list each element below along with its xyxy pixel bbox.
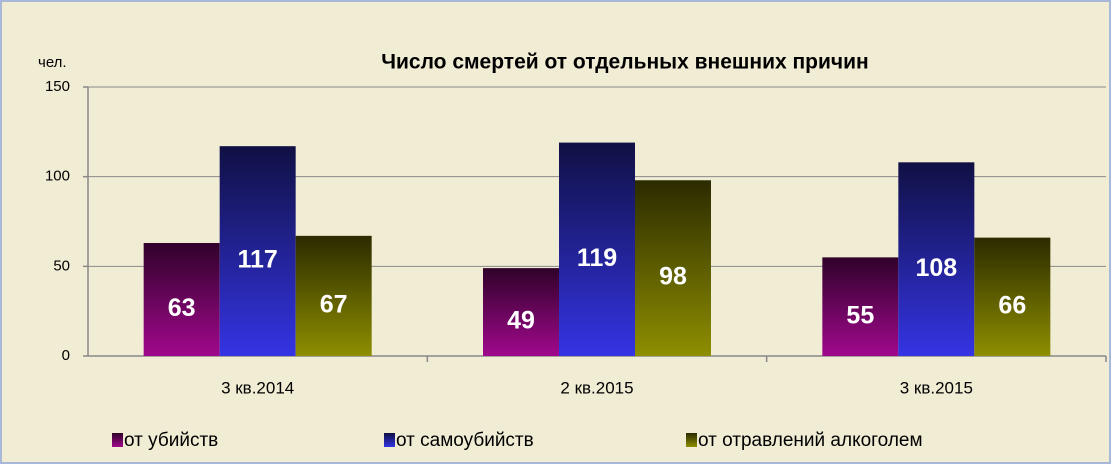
data-label: 98: [659, 263, 687, 291]
bar: [143, 243, 220, 356]
legend-label: от отравлений алкоголем: [698, 430, 923, 451]
data-label: 117: [237, 246, 277, 274]
legend-swatch: [112, 433, 123, 447]
bar: [483, 268, 559, 356]
y-tick-label: 150: [45, 78, 70, 95]
legend-label: от убийств: [124, 430, 218, 451]
x-tick-label: 2 кв.2015: [560, 378, 633, 397]
legend-label: от самоубийств: [396, 430, 534, 451]
data-label: 119: [577, 244, 617, 272]
data-label: 67: [320, 291, 348, 319]
y-tick-label: 100: [45, 168, 70, 185]
legend-swatch: [384, 433, 395, 447]
bar: [295, 235, 372, 356]
bar: [635, 180, 711, 356]
y-tick-label: 0: [62, 347, 70, 364]
x-tick-label: 3 кв.2015: [900, 378, 973, 397]
bar: [974, 237, 1051, 356]
y-axis-label: чел.: [38, 54, 67, 71]
bar: [898, 162, 975, 356]
legend-swatch: [686, 433, 697, 447]
data-label: 108: [915, 254, 957, 282]
bar: [822, 257, 899, 356]
data-label: 66: [998, 291, 1026, 319]
y-tick-label: 50: [53, 257, 70, 274]
x-tick-label: 3 кв.2014: [221, 378, 294, 397]
data-label: 63: [168, 294, 196, 322]
data-label: 55: [846, 301, 874, 329]
bar: [559, 142, 635, 356]
bar: [219, 146, 296, 356]
data-label: 49: [507, 307, 535, 335]
chart-title: Число смертей от отдельных внешних причи…: [381, 51, 868, 74]
